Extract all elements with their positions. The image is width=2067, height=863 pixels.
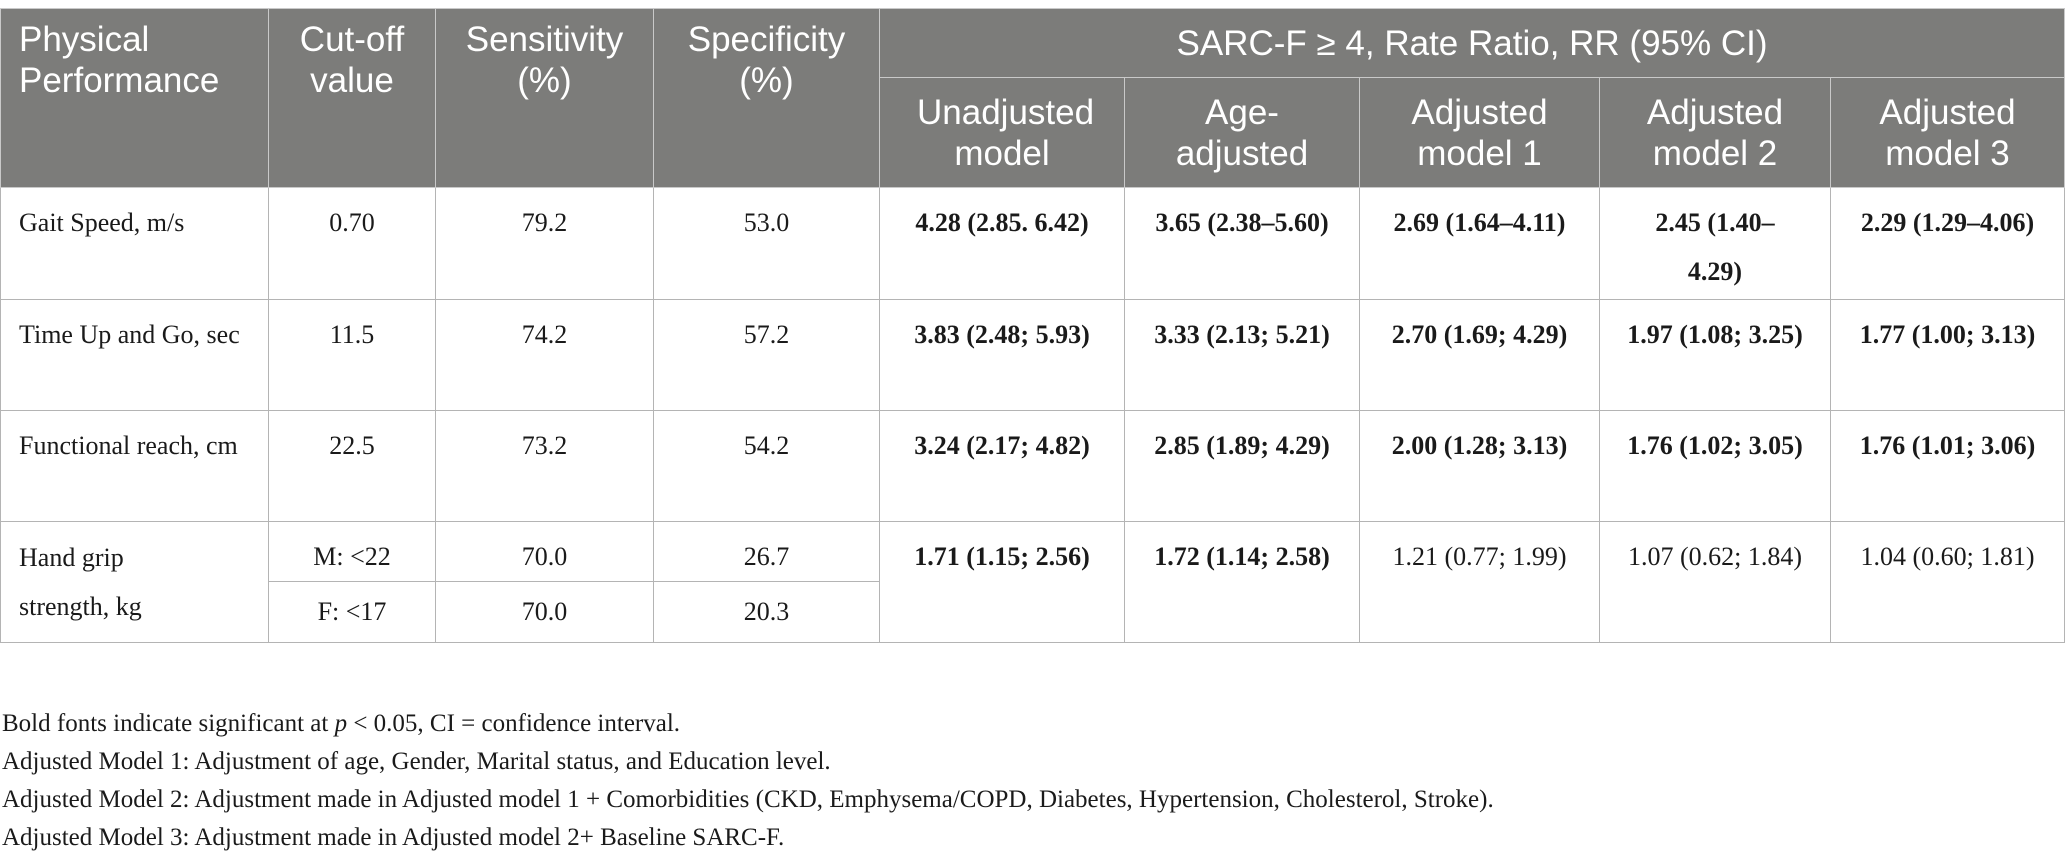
- rr-model3-cell: 1.77 (1.00; 3.13): [1830, 299, 2065, 411]
- results-table: Physical Performance Cut-off value Sensi…: [0, 8, 2065, 643]
- cutoff-cell: 11.5: [268, 299, 436, 411]
- specificity-cell: 20.3: [653, 581, 880, 643]
- row-label: Time Up and Go, sec: [0, 299, 269, 411]
- rr-model2-cell: 1.07 (0.62; 1.84): [1599, 521, 1831, 643]
- rr-model1-cell: 2.70 (1.69; 4.29): [1359, 299, 1600, 411]
- header-specificity: Specificity (%): [653, 8, 880, 188]
- rr-model1-cell: 1.21 (0.77; 1.99): [1359, 521, 1600, 643]
- sensitivity-cell: 70.0: [435, 521, 654, 582]
- header-adjusted-model-2: Adjusted model 2: [1599, 77, 1831, 188]
- table-footnotes: Bold fonts indicate significant at p < 0…: [2, 705, 1494, 857]
- specificity-cell: 54.2: [653, 410, 880, 522]
- header-cutoff: Cut-off value: [268, 8, 436, 188]
- rr-model1-cell: 2.00 (1.28; 3.13): [1359, 410, 1600, 522]
- cutoff-cell: 22.5: [268, 410, 436, 522]
- footnote-model-3: Adjusted Model 3: Adjustment made in Adj…: [2, 824, 785, 851]
- header-adjusted-model-1: Adjusted model 1: [1359, 77, 1600, 188]
- row-label: Functional reach, cm: [0, 410, 269, 522]
- sensitivity-cell: 79.2: [435, 187, 654, 300]
- rr-model2-cell: 1.76 (1.02; 3.05): [1599, 410, 1831, 522]
- table-header: Physical Performance Cut-off value Sensi…: [0, 8, 2065, 188]
- header-unadjusted-model: Unadjusted model: [879, 77, 1125, 188]
- table-row: Functional reach, cm 22.5 73.2 54.2 3.24…: [0, 410, 2065, 522]
- table-row: Hand grip strength, kg M: <22 70.0 26.7 …: [0, 521, 2065, 643]
- header-sarcf-group: SARC-F ≥ 4, Rate Ratio, RR (95% CI): [879, 8, 2065, 78]
- rr-age-adjusted-cell: 3.65 (2.38–5.60): [1124, 187, 1360, 300]
- rr-model3-cell: 1.04 (0.60; 1.81): [1830, 521, 2065, 643]
- rr-age-adjusted-cell: 2.85 (1.89; 4.29): [1124, 410, 1360, 522]
- sensitivity-cell: 74.2: [435, 299, 654, 411]
- row-label: Gait Speed, m/s: [0, 187, 269, 300]
- rr-unadjusted-cell: 3.24 (2.17; 4.82): [879, 410, 1125, 522]
- footnote-model-2: Adjusted Model 2: Adjustment made in Adj…: [2, 786, 1494, 813]
- rr-model3-cell: 1.76 (1.01; 3.06): [1830, 410, 2065, 522]
- cutoff-cell: 0.70: [268, 187, 436, 300]
- sensitivity-cell: 73.2: [435, 410, 654, 522]
- rr-unadjusted-cell: 1.71 (1.15; 2.56): [879, 521, 1125, 643]
- header-physical-performance: Physical Performance: [0, 8, 269, 188]
- header-sensitivity: Sensitivity (%): [435, 8, 654, 188]
- footnote-significance: Bold fonts indicate significant at p < 0…: [2, 710, 681, 737]
- rr-age-adjusted-cell: 3.33 (2.13; 5.21): [1124, 299, 1360, 411]
- header-age-adjusted: Age-adjusted: [1124, 77, 1360, 188]
- rr-unadjusted-cell: 3.83 (2.48; 5.93): [879, 299, 1125, 411]
- sensitivity-cell: 70.0: [435, 581, 654, 643]
- specificity-cell: 57.2: [653, 299, 880, 411]
- row-label: Hand grip strength, kg: [0, 521, 269, 643]
- rr-model3-cell: 2.29 (1.29–4.06): [1830, 187, 2065, 300]
- rr-model1-cell: 2.69 (1.64–4.11): [1359, 187, 1600, 300]
- cutoff-cell: F: <17: [268, 581, 436, 643]
- rr-model2-cell: 1.97 (1.08; 3.25): [1599, 299, 1831, 411]
- footnote-model-1: Adjusted Model 1: Adjustment of age, Gen…: [2, 748, 831, 775]
- specificity-cell: 26.7: [653, 521, 880, 582]
- cutoff-cell: M: <22: [268, 521, 436, 582]
- table-row: F: <17 70.0 20.3: [1, 581, 2065, 643]
- header-adjusted-model-3: Adjusted model 3: [1830, 77, 2065, 188]
- rr-age-adjusted-cell: 1.72 (1.14; 2.58): [1124, 521, 1360, 643]
- table-row: Time Up and Go, sec 11.5 74.2 57.2 3.83 …: [0, 299, 2065, 411]
- specificity-cell: 53.0: [653, 187, 880, 300]
- rr-unadjusted-cell: 4.28 (2.85. 6.42): [879, 187, 1125, 300]
- table-row: Gait Speed, m/s 0.70 79.2 53.0 4.28 (2.8…: [0, 187, 2065, 300]
- rr-model2-cell: 2.45 (1.40–4.29): [1599, 187, 1831, 300]
